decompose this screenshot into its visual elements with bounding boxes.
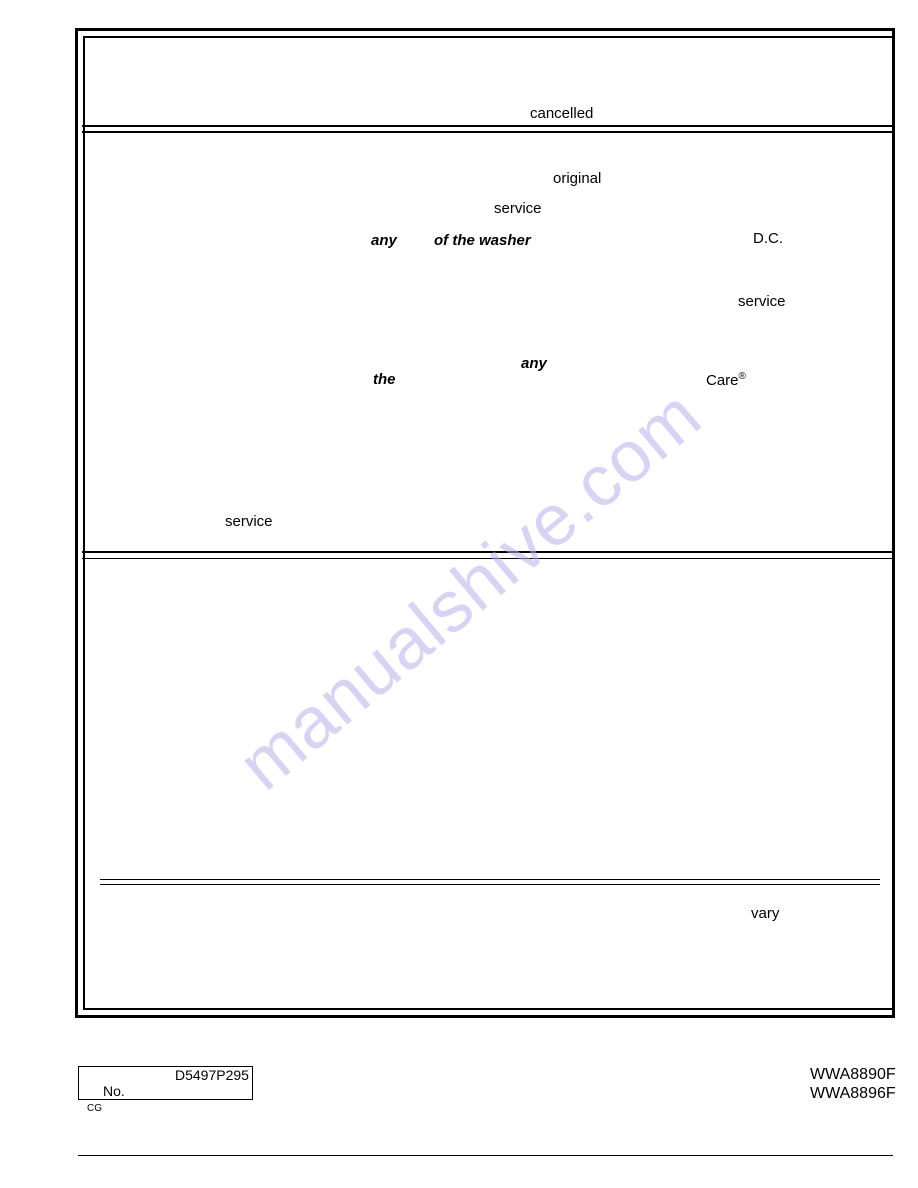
divider-low-b xyxy=(100,884,880,885)
model-1: WWA8890F xyxy=(810,1066,896,1084)
text-the: the xyxy=(373,371,396,388)
text-care: Care® xyxy=(706,371,746,389)
model-2: WWA8896F xyxy=(810,1085,896,1103)
text-any-2: any xyxy=(521,355,547,372)
divider-top-a xyxy=(82,125,892,127)
text-service-2: service xyxy=(738,293,786,310)
text-of-the-washer: of the washer xyxy=(434,232,531,249)
part-no-label: No. xyxy=(103,1083,125,1099)
text-original: original xyxy=(553,170,601,187)
inner-frame xyxy=(83,36,892,1010)
text-service-1: service xyxy=(494,200,542,217)
divider-mid-a xyxy=(82,551,892,553)
part-cg: CG xyxy=(87,1103,102,1114)
footer-divider xyxy=(78,1155,893,1156)
text-cancelled: cancelled xyxy=(530,105,593,122)
outer-frame xyxy=(75,28,895,1018)
divider-mid-b xyxy=(82,558,892,559)
text-vary: vary xyxy=(751,905,779,922)
text-dc: D.C. xyxy=(753,230,783,247)
divider-top-b xyxy=(82,131,892,133)
part-code: D5497P295 xyxy=(175,1067,249,1083)
text-any: any xyxy=(371,232,397,249)
divider-low-a xyxy=(100,879,880,880)
text-service-3: service xyxy=(225,513,273,530)
